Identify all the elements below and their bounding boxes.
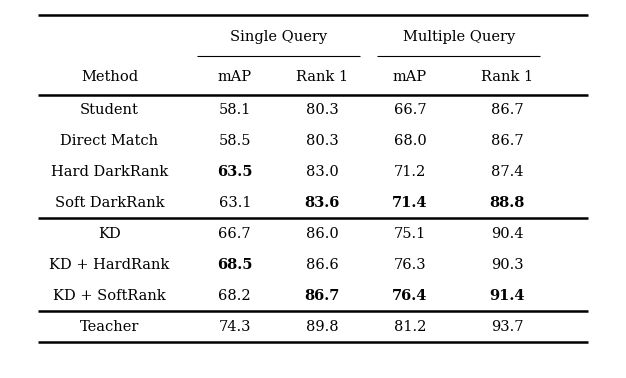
Text: Teacher: Teacher: [80, 320, 139, 334]
Text: 86.7: 86.7: [305, 289, 340, 303]
Text: 68.2: 68.2: [218, 289, 251, 303]
Text: KD + SoftRank: KD + SoftRank: [53, 289, 166, 303]
Text: Soft DarkRank: Soft DarkRank: [54, 196, 165, 210]
Text: 71.4: 71.4: [393, 196, 428, 210]
Text: Single Query: Single Query: [230, 30, 327, 44]
Text: 63.1: 63.1: [218, 196, 251, 210]
Text: 86.6: 86.6: [306, 258, 339, 272]
Text: 83.0: 83.0: [306, 165, 339, 179]
Text: 80.3: 80.3: [306, 134, 339, 148]
Text: Hard DarkRank: Hard DarkRank: [51, 165, 168, 179]
Text: 91.4: 91.4: [490, 289, 525, 303]
Text: mAP: mAP: [218, 70, 252, 84]
Text: mAP: mAP: [393, 70, 427, 84]
Text: Method: Method: [81, 70, 138, 84]
Text: 80.3: 80.3: [306, 103, 339, 117]
Text: 58.5: 58.5: [218, 134, 251, 148]
Text: 81.2: 81.2: [394, 320, 426, 334]
Text: Student: Student: [80, 103, 139, 117]
Text: Rank 1: Rank 1: [296, 70, 349, 84]
Text: 75.1: 75.1: [394, 227, 426, 241]
Text: 68.0: 68.0: [394, 134, 426, 148]
Text: 68.5: 68.5: [217, 258, 252, 272]
Text: 93.7: 93.7: [491, 320, 523, 334]
Text: 74.3: 74.3: [218, 320, 251, 334]
Text: 71.2: 71.2: [394, 165, 426, 179]
Text: 86.7: 86.7: [491, 134, 523, 148]
Text: 89.8: 89.8: [306, 320, 339, 334]
Text: 76.4: 76.4: [393, 289, 428, 303]
Text: 76.3: 76.3: [394, 258, 426, 272]
Text: 58.1: 58.1: [218, 103, 251, 117]
Text: Direct Match: Direct Match: [61, 134, 158, 148]
Text: Multiple Query: Multiple Query: [403, 30, 515, 44]
Text: 83.6: 83.6: [305, 196, 340, 210]
Text: 90.3: 90.3: [491, 258, 523, 272]
Text: 87.4: 87.4: [491, 165, 523, 179]
Text: 86.7: 86.7: [491, 103, 523, 117]
Text: 66.7: 66.7: [218, 227, 251, 241]
Text: 86.0: 86.0: [306, 227, 339, 241]
Text: 90.4: 90.4: [491, 227, 523, 241]
Text: Rank 1: Rank 1: [481, 70, 533, 84]
Text: KD: KD: [98, 227, 121, 241]
Text: 88.8: 88.8: [490, 196, 525, 210]
Text: 63.5: 63.5: [217, 165, 252, 179]
Text: 66.7: 66.7: [394, 103, 426, 117]
Text: KD + HardRank: KD + HardRank: [49, 258, 170, 272]
